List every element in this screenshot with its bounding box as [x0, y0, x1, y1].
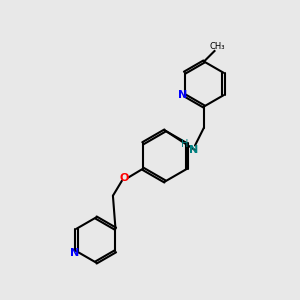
Text: O: O	[120, 173, 129, 183]
Text: N: N	[178, 90, 188, 100]
Text: N: N	[189, 145, 198, 155]
Text: H: H	[181, 139, 188, 149]
Text: N: N	[70, 248, 80, 258]
Text: CH₃: CH₃	[210, 42, 225, 51]
